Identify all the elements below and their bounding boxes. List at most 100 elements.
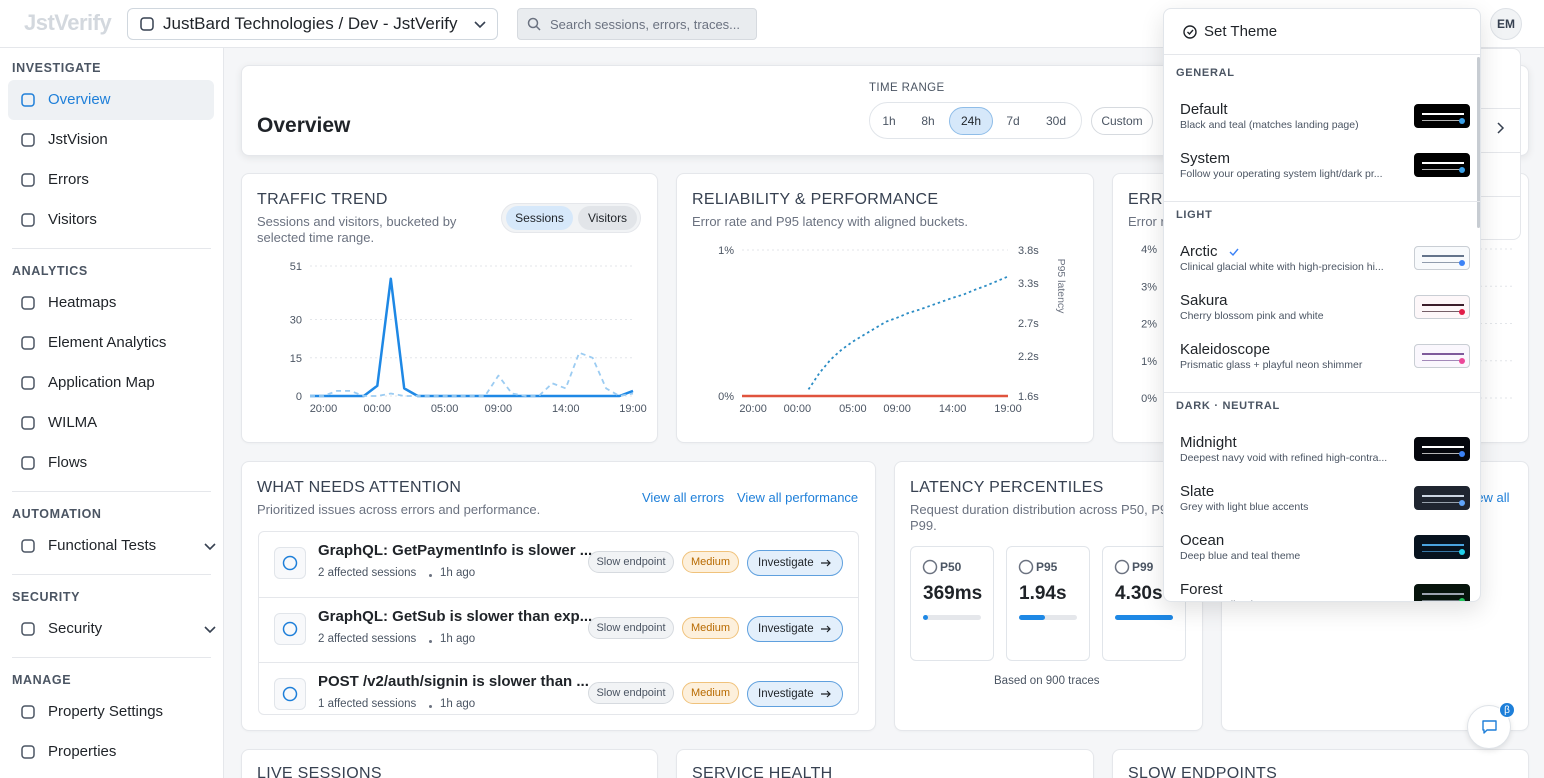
theme-name[interactable]: Arctic [1180,243,1218,260]
investigate-label[interactable]: Investigate [758,622,814,635]
sidebar-item-label[interactable]: WILMA [48,414,98,431]
theme-name[interactable]: Midnight [1180,434,1237,451]
y-tick-label: 30 [290,315,302,327]
icon-shape [21,133,35,147]
theme-swatch [1414,153,1470,177]
link[interactable]: View all performance [737,490,859,505]
time-range-button[interactable]: 1h [882,114,896,128]
x-tick-label: 20:00 [739,403,767,415]
sidebar-item-label[interactable]: Properties [48,743,117,760]
swatch-line [1422,113,1464,115]
y-tick-label: 1% [1141,356,1157,368]
time-range-button[interactable]: 24h [949,107,993,135]
sidebar-item-label[interactable]: Application Map [48,374,155,391]
link[interactable]: View all errors [642,490,725,505]
sidebar-item[interactable] [8,609,214,649]
sidebar-divider [12,491,211,492]
card-title: TRAFFIC TREND [257,191,388,208]
sidebar-item[interactable] [8,80,214,120]
sidebar-item[interactable] [8,200,214,240]
time-range-button[interactable]: 8h [921,114,935,128]
theme-menu: Set Theme GENERAL Default Black and teal (m… [1163,8,1481,602]
investigate-label[interactable]: Investigate [758,688,814,700]
sidebar-item-label[interactable]: Functional Tests [48,537,157,554]
sidebar-item-label[interactable]: Element Analytics [48,334,167,351]
card-subtitle: Error rate and P95 latency with aligned … [692,214,969,229]
theme-name[interactable]: Forest [1180,581,1223,598]
swatch-line [1422,502,1462,503]
sidebar-item-label[interactable]: JstVision [48,131,108,148]
search-glass [527,17,539,29]
percentile-label: P99 [1132,560,1154,574]
menu-divider [1164,392,1480,393]
issue-time: 1h ago [440,632,476,645]
swatch-line [1422,311,1462,312]
icon [21,745,35,759]
bar-track [923,615,981,620]
icon [204,626,216,634]
project-name: JustBard Technologies / Dev - JstVerify [163,14,458,33]
issue-affected: 1 affected sessions [318,698,417,710]
swatch-line [1422,544,1464,546]
sidebar-item-label[interactable]: Security [48,620,103,637]
swatch-line [1422,495,1464,497]
investigate-label[interactable]: Investigate [758,557,814,569]
menu-icon [1183,25,1197,39]
icon-shape [282,621,298,636]
series-toggle[interactable]: Visitors [578,206,637,230]
sidebar-item-label[interactable]: Flows [48,454,88,471]
severity-pill: Medium [682,682,739,704]
theme-name[interactable]: Ocean [1180,532,1225,549]
issue-time: 1h ago [440,698,476,710]
icon-shape [21,539,35,553]
x-tick-label: 19:00 [619,403,647,415]
icon [21,705,35,719]
y-tick-label: 0% [718,391,734,403]
dot-separator [429,639,432,643]
sidebar-item-label[interactable]: Errors [48,171,89,188]
icon-shape [21,376,35,390]
menu-group-title: DARK · NEUTRAL [1176,400,1280,412]
issue-icon [274,612,306,645]
sidebar-item[interactable] [8,120,214,160]
icon [474,21,486,29]
scrollbar [1477,57,1480,228]
theme-name[interactable]: Sakura [1180,292,1228,309]
arrow [821,625,831,632]
sidebar-item-label[interactable]: Overview [48,91,111,108]
icon-shape [1183,25,1197,39]
chart: 0% 1% 1.6s 2.2s 2.7s 3.3s 3.8s P95 latency 20:00… [718,245,1067,415]
swatch-line [1422,453,1462,454]
series-toggle[interactable]: Sessions [506,206,573,230]
chevron [474,21,486,29]
icon [21,336,35,350]
y-tick-label: 0% [1141,393,1157,405]
sidebar-item[interactable] [8,160,214,200]
icon-shape [1114,559,1130,575]
arrow-shape [821,625,831,632]
issue-title[interactable]: GraphQL: GetPaymentInfo is slower ... [318,542,593,559]
theme-name[interactable]: Slate [1180,483,1215,500]
theme-name[interactable]: Default [1180,101,1228,118]
issue-title[interactable]: POST /v2/auth/signin is slower than ... [318,673,589,690]
arrow [821,690,831,698]
issue-title[interactable]: GraphQL: GetSub is slower than exp... [318,607,593,625]
x-tick-label: 00:00 [784,403,812,415]
sidebar-item[interactable] [8,443,214,483]
custom-range-button[interactable]: Custom [1091,107,1153,135]
search-box[interactable]: Search sessions, errors, traces... [517,8,757,40]
sidebar-item-label[interactable]: Visitors [48,211,97,228]
time-range-button[interactable]: 7d [1006,114,1020,128]
sidebar-item[interactable] [8,403,214,443]
time-range-button[interactable]: 30d [1045,114,1067,128]
avatar[interactable]: EM [1490,8,1522,40]
theme-name[interactable]: Kaleidoscope [1180,341,1271,358]
sidebar-item-label[interactable]: Heatmaps [48,294,117,311]
icon [282,555,298,571]
sidebar-item-label[interactable]: Property Settings [48,703,164,720]
icon [21,539,35,553]
icon-shape [1018,559,1034,575]
card-subtitle: Request duration distribution across P50… [910,502,1204,533]
theme-name[interactable]: System [1180,150,1231,167]
project-selector[interactable]: JustBard Technologies / Dev - JstVerify [127,8,498,40]
